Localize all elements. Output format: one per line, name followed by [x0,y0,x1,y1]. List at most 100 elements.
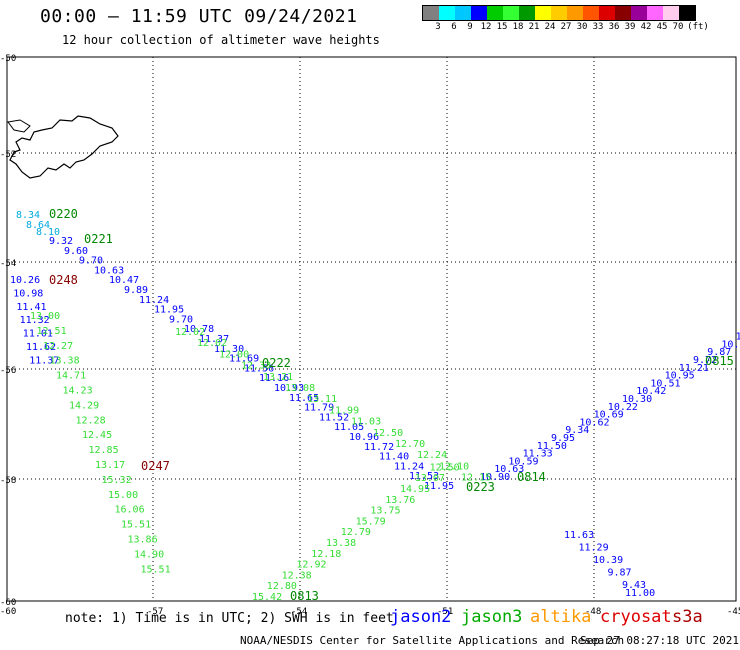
swh-value: 11.29 [579,543,609,554]
swh-value: 11.95 [424,481,454,492]
swh-value: 8.10 [36,227,60,238]
legend-label: 18 [512,22,524,32]
swh-value: 15.32 [102,475,132,486]
pass-time-label: 0221 [84,232,113,246]
swh-value: 10.63 [94,265,124,276]
swh-value: 10.42 [636,386,666,397]
lon-tick-label: -60 [0,607,16,617]
swh-value: 10.30 [622,394,652,405]
lon-tick-label: -48 [585,607,601,617]
swh-value: 13.07 [415,473,445,484]
swh-value: 11.63 [564,530,594,541]
swh-value: 11.21 [679,363,709,374]
legend-label: 15 [496,22,508,32]
legend-swatches [422,5,696,21]
swh-value: 11.53 [409,471,439,482]
satellite-label-cryosat: cryosat [600,607,672,627]
legend-label: 3 [435,22,441,32]
lon-tick-label: -57 [147,607,163,617]
satellite-label-s3a: s3a [672,607,703,627]
swh-value: 11.37 [199,334,229,345]
swh-value: 12.85 [89,445,119,456]
swh-value: 12.45 [82,430,112,441]
legend-label: 36 [608,22,620,32]
swh-value: 13.86 [128,535,158,546]
swh-value: 9.60 [64,246,88,257]
legend-label: 9 [467,22,473,32]
legend-label: 21 [528,22,540,32]
footer-timestamp: Sep 27 08:27:18 UTC 2021 [580,634,739,647]
swh-value: 11.95 [154,305,184,316]
legend-label: 70 [672,22,684,32]
swh-value: 11.00 [625,588,655,599]
swh-value: 10.69 [594,410,624,421]
swh-value: 11.33 [523,449,553,460]
footer-credit: NOAA/NESDIS Center for Satellite Applica… [240,634,625,647]
swh-value: 10.63 [494,464,524,475]
chart-title: 00:00 – 11:59 UTC 09/24/2021 [40,6,358,27]
swh-value: 8.34 [16,210,40,221]
swh-value: 9.87 [707,347,731,358]
color-legend: 3 6 9 12 15 18 21 24 27 30 33 36 39 42 45 70 (ft) [422,5,709,32]
swh-value: 13.75 [370,506,400,517]
swh-value: 11.16 [259,373,289,384]
swh-value: 12.02 [175,327,205,338]
legend-labels: 3 6 9 12 15 18 21 24 27 30 33 36 39 42 45 70 (ft) [422,22,740,34]
swh-value: 10.95 [665,371,695,382]
map-frame [6,56,737,602]
legend-label: 24 [544,22,556,32]
swh-value: 9.70 [169,314,193,325]
legend-label: 6 [451,22,457,32]
legend-swatch [679,6,695,20]
swh-value: 10.39 [593,555,623,566]
swh-value: 13.11 [307,394,337,405]
swh-value: 11.05 [334,422,364,433]
lat-tick-label: -56 [0,366,16,376]
swh-value: 11.72 [364,442,394,453]
swh-value: 13.21 [263,372,293,383]
swh-value: 9.87 [608,568,632,579]
legend-swatch [551,6,567,20]
swh-value: 11.52 [319,412,349,423]
pass-time-label: 0222 [262,356,291,370]
swh-value: 14.95 [400,484,430,495]
legend-swatch [599,6,615,20]
lat-tick-label: -60 [0,598,16,608]
swh-value: 9.95 [551,433,575,444]
swh-value: 13.00 [30,311,60,322]
lon-tick-label: -54 [291,607,307,617]
swh-value: 10.47 [109,275,139,286]
lon-tick-label: -45 [727,607,740,617]
swh-value: 11.24 [139,295,169,306]
swh-value: 15.00 [108,490,138,501]
swh-value: 13.17 [95,460,125,471]
swh-value: 15.51 [141,564,171,575]
swh-value: 11.32 [20,315,50,326]
swh-value: 12.70 [395,439,425,450]
satellite-label-jason2: jason2 [390,607,452,627]
lat-tick-label: -52 [0,150,16,160]
coastline [9,115,119,179]
satellite-label-jason3: jason3 [461,607,523,627]
swh-value: 14.71 [56,371,86,382]
legend-label: 45 [656,22,668,32]
legend-swatch [631,6,647,20]
swh-value: 14.23 [63,386,93,397]
swh-value: 13.38 [50,356,80,367]
swh-value: 9.32 [49,236,73,247]
swh-value: 9.43 [622,580,646,591]
legend-label: 12 [480,22,492,32]
legend-swatch [567,6,583,20]
swh-value: 8.64 [26,220,50,231]
swh-value: 11.24 [394,461,424,472]
swh-value: 9.70 [79,256,103,267]
legend-label: 30 [576,22,588,32]
swh-value: 12.50 [373,428,403,439]
swh-value: 9.72 [693,355,717,366]
legend-label: (ft) [687,22,709,32]
swh-value: 12.00 [219,349,249,360]
swh-value: 15.79 [356,516,386,527]
legend-swatch [647,6,663,20]
pass-time-label: 0815 [705,354,734,368]
